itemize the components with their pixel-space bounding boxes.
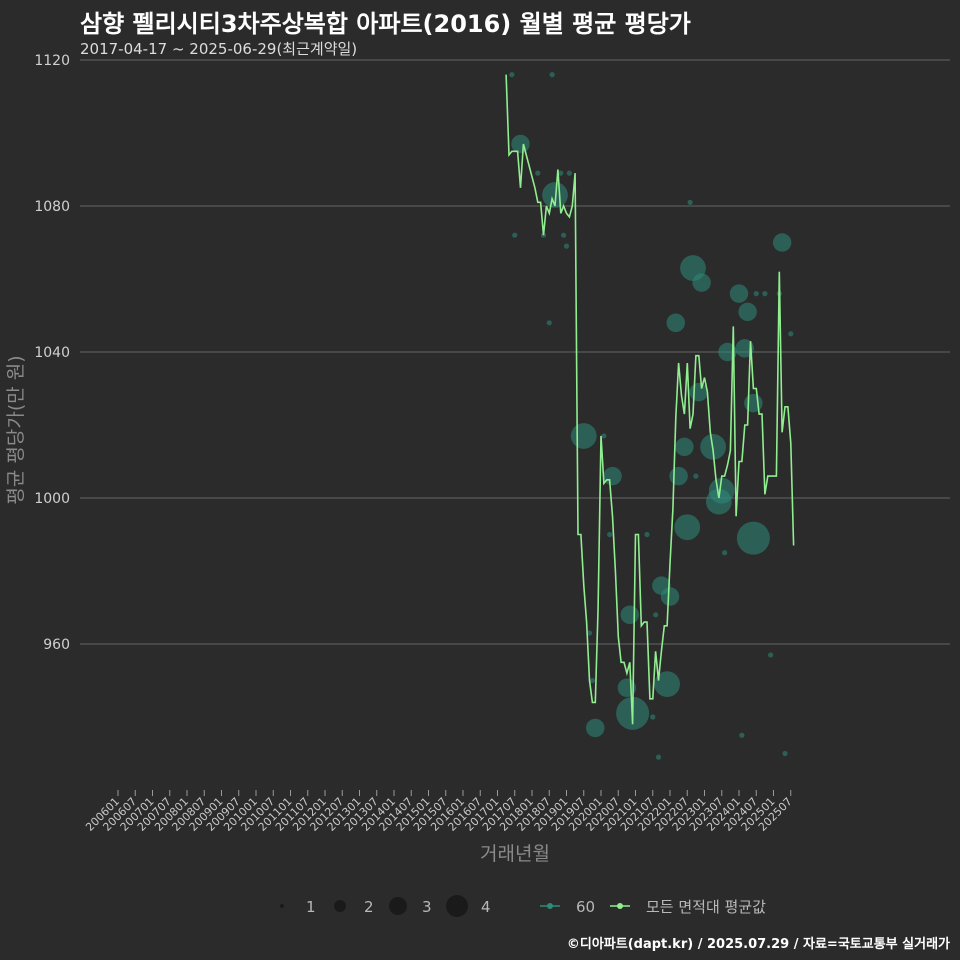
data-point: [708, 477, 735, 504]
data-point: [566, 170, 572, 176]
data-point: [509, 72, 515, 78]
legend: 1 2 3 4 60 모든 면적대 평균값: [280, 895, 766, 917]
data-credit: ©디아파트(dapt.kr) / 2025.07.29 / 자료=국토교통부 실…: [566, 937, 950, 952]
data-point: [620, 605, 639, 625]
data-point: [669, 466, 688, 486]
data-point: [542, 182, 568, 208]
data-point: [654, 671, 681, 698]
legend-size-label: 4: [481, 898, 491, 916]
data-point: [570, 423, 597, 449]
data-point: [738, 302, 757, 322]
legend-series-label: 60: [576, 898, 595, 916]
data-point: [586, 718, 605, 738]
legend-size-swatch-3: [389, 897, 407, 915]
data-point: [601, 433, 607, 439]
data-point: [644, 531, 650, 538]
data-point: [772, 233, 792, 252]
data-point: [674, 514, 701, 541]
chart-subtitle: 2017-04-17 ~ 2025-06-29(최근계약일): [80, 40, 358, 58]
data-point: [782, 750, 788, 757]
y-tick-label: 1000: [34, 491, 70, 507]
data-point: [753, 291, 759, 297]
data-point: [689, 382, 708, 402]
legend-point-swatch: [547, 903, 553, 909]
data-point: [739, 732, 745, 738]
data-point: [650, 714, 656, 720]
legend-point-swatch: [617, 903, 623, 909]
line-series: [505, 74, 795, 725]
data-point: [729, 284, 749, 303]
data-point: [512, 232, 518, 238]
data-point: [546, 320, 552, 326]
legend-size-swatch-4: [446, 895, 468, 917]
grid-lines: [80, 59, 950, 645]
data-point: [666, 313, 685, 333]
chart-title: 삼향 펠리시티3차주상복합 아파트(2016) 월별 평균 평당가: [80, 10, 691, 38]
legend-size-label: 2: [364, 898, 374, 916]
data-point: [603, 466, 622, 486]
data-point: [561, 232, 567, 238]
legend-size-swatch-1: [280, 904, 284, 908]
data-point: [589, 677, 595, 684]
y-axis-label: 평균 평당가(만 원): [5, 355, 27, 504]
data-point: [762, 291, 768, 297]
data-point: [692, 273, 711, 292]
y-tick-label: 1120: [34, 53, 70, 69]
data-point: [653, 612, 659, 618]
data-point: [687, 199, 693, 205]
data-point: [736, 521, 770, 555]
bubble-series: [509, 72, 794, 760]
data-point: [693, 473, 699, 479]
data-point: [511, 134, 530, 154]
legend-size-label: 1: [306, 898, 316, 916]
x-axis-label: 거래년월: [480, 843, 550, 865]
y-axis-ticks: 960 1000 1040 1080 1120: [34, 53, 70, 653]
data-point: [788, 331, 794, 337]
data-point: [660, 587, 680, 606]
data-point: [768, 652, 774, 658]
data-point: [549, 72, 555, 78]
data-point: [722, 550, 728, 556]
data-point: [675, 437, 694, 457]
data-point: [655, 754, 662, 760]
data-point: [558, 170, 564, 176]
data-point: [563, 243, 570, 249]
data-point: [744, 393, 763, 413]
y-tick-label: 960: [43, 637, 70, 653]
x-axis-ticks: 2006012006072007012007072008012008072009…: [83, 790, 795, 834]
data-point: [607, 531, 613, 538]
y-tick-label: 1080: [34, 199, 70, 215]
legend-size-label: 3: [422, 898, 432, 916]
average-line: [505, 74, 795, 725]
legend-size-swatch-2: [334, 900, 346, 912]
legend-series-label: 모든 면적대 평균값: [646, 898, 766, 916]
data-point: [535, 170, 541, 176]
y-tick-label: 1040: [34, 345, 70, 361]
data-point: [586, 630, 593, 636]
